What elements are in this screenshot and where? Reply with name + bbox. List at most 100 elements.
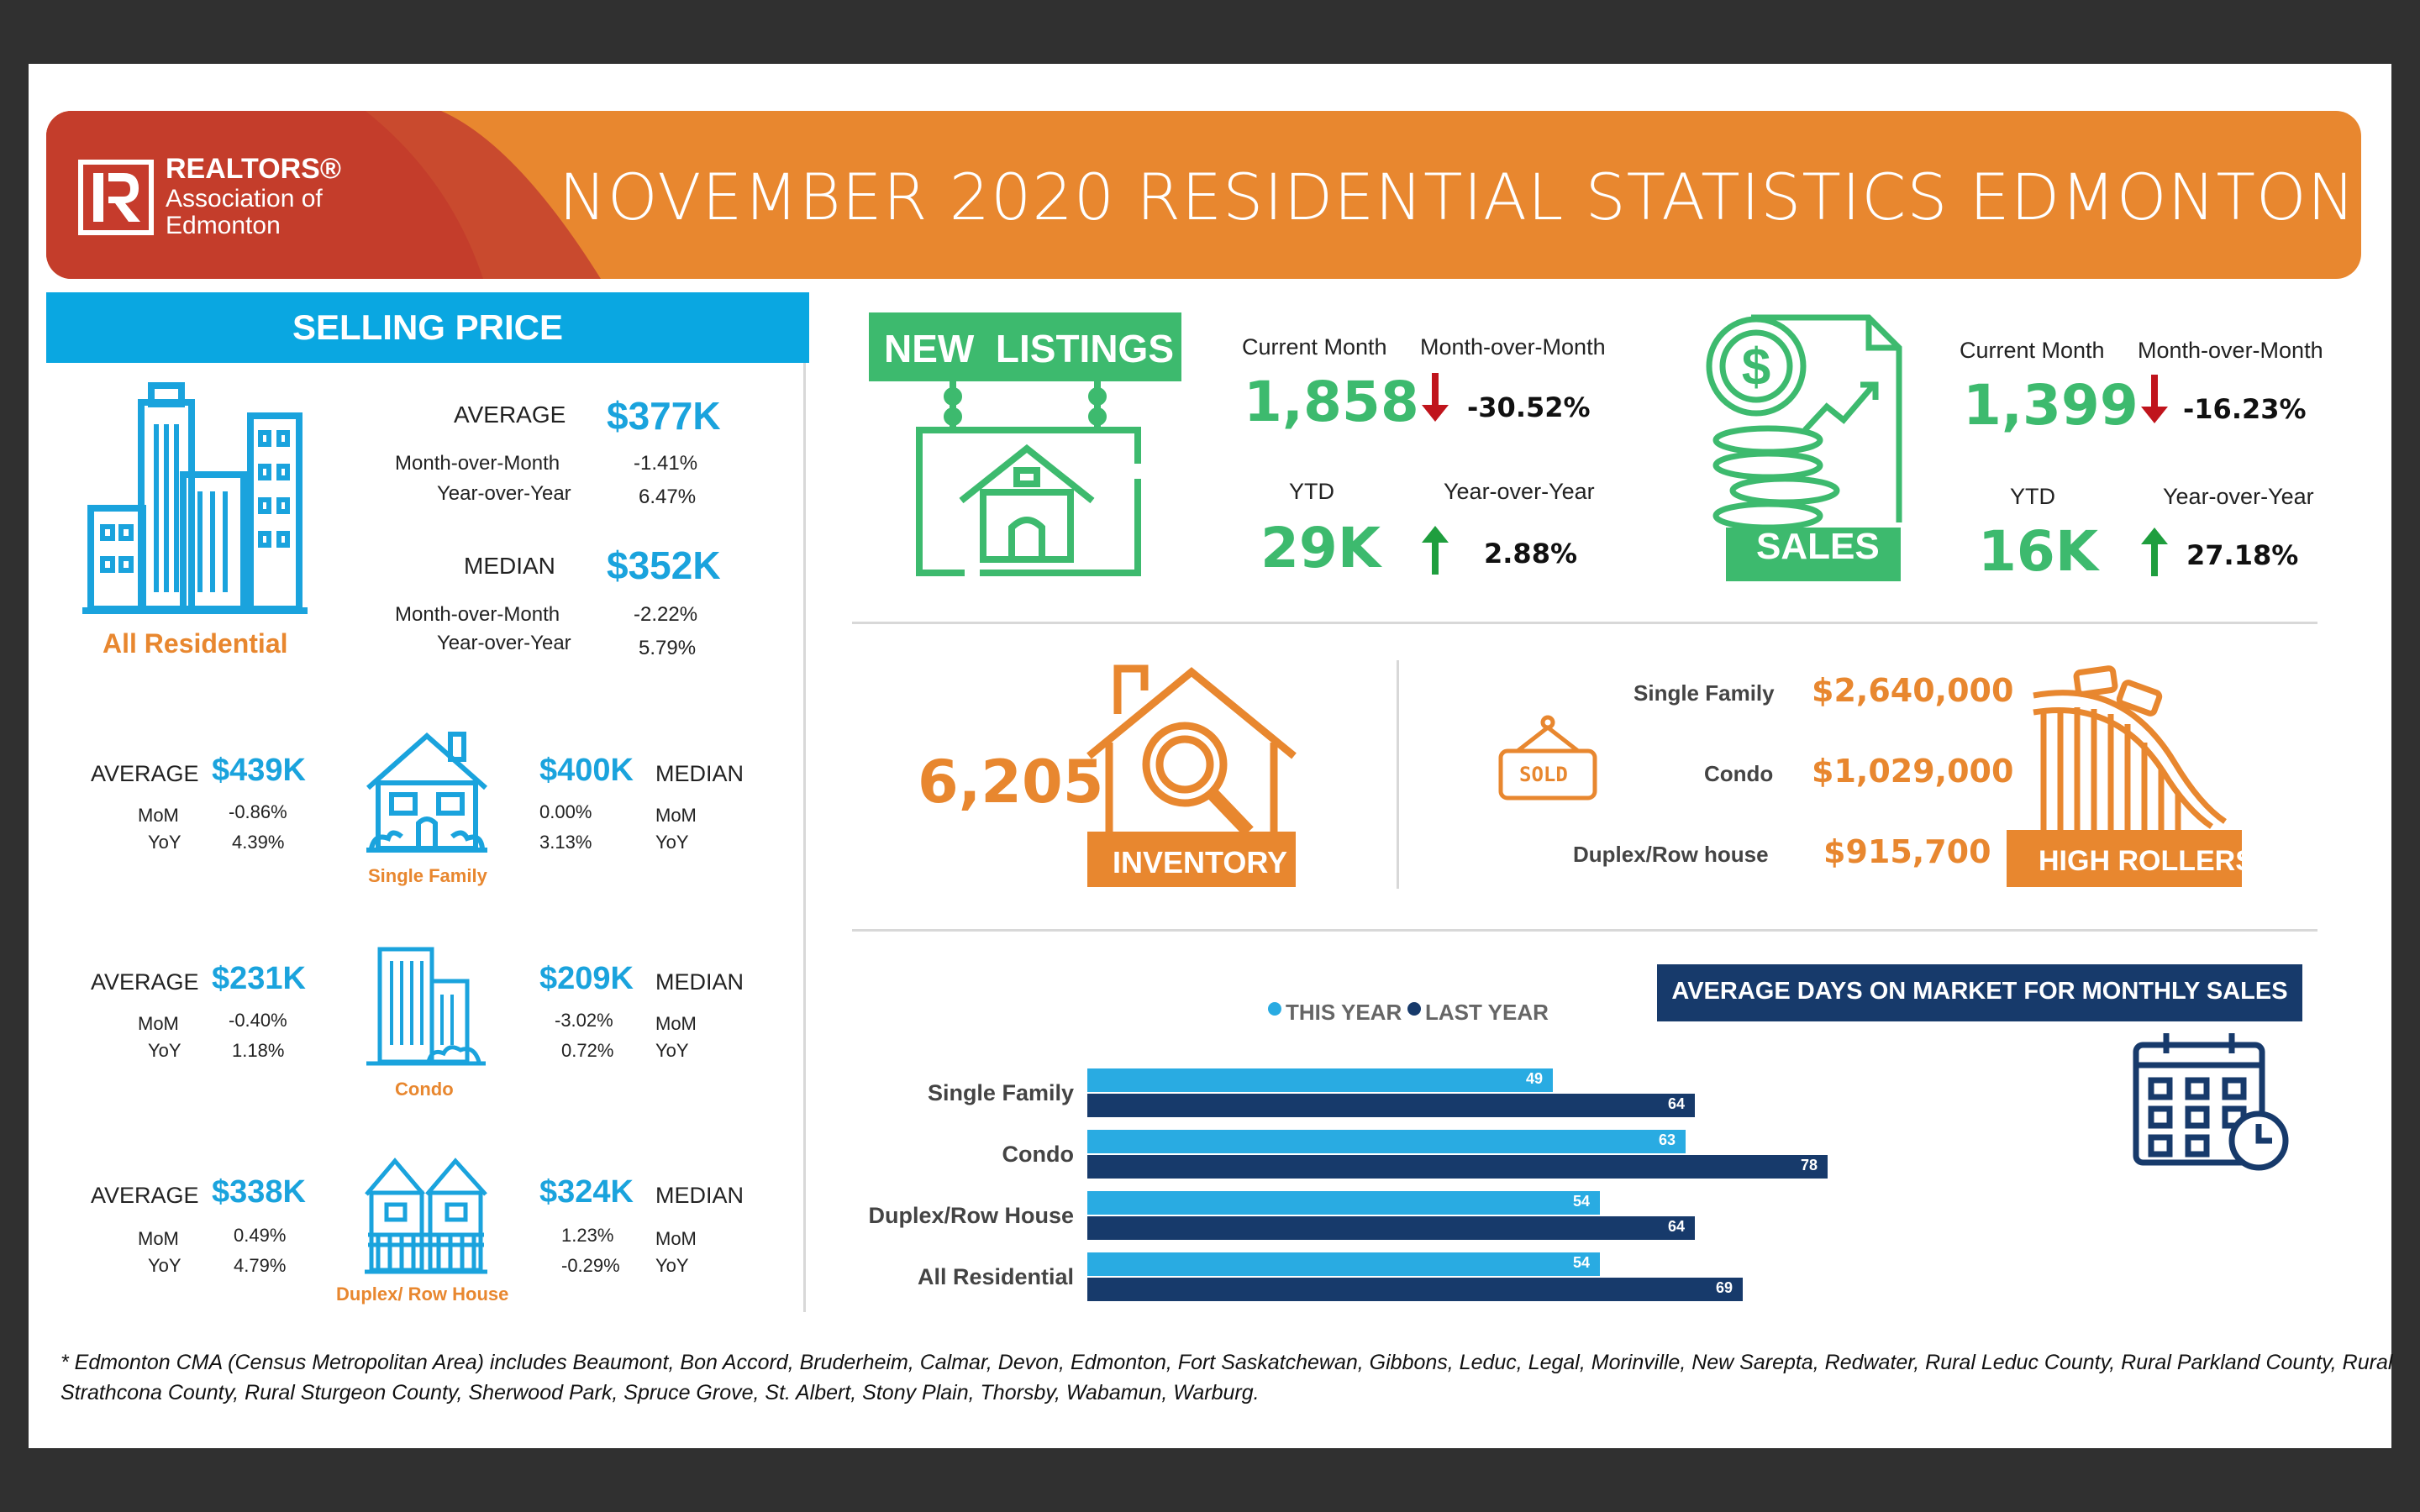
legend-this-year: THIS YEAR bbox=[1286, 1000, 1402, 1025]
nl-mom: -30.52% bbox=[1467, 391, 1591, 423]
sold-sign-text: SOLD bbox=[1519, 763, 1568, 786]
duplex-avg-yoy: 4.79% bbox=[234, 1255, 287, 1276]
sf-mom-label: MoM bbox=[138, 805, 179, 826]
section-divider bbox=[852, 622, 2317, 624]
single-family-house-icon bbox=[366, 732, 487, 853]
avg-yoy-value: 6.47% bbox=[639, 486, 697, 508]
section-divider bbox=[852, 929, 2317, 932]
bar-value-label: 63 bbox=[1658, 1131, 1676, 1148]
nl-yoy: 2.88% bbox=[1484, 538, 1578, 570]
med-yoy-label: Year-over-Year bbox=[437, 632, 571, 654]
duplex-avg-mom: 0.49% bbox=[234, 1225, 287, 1246]
avg-yoy-label: Year-over-Year bbox=[437, 482, 571, 505]
sales-money-icon: $ bbox=[1706, 314, 1902, 581]
hr-single-family-value: $2,640,000 bbox=[1812, 672, 2014, 709]
sf-avg-mom: -0.86% bbox=[229, 801, 287, 822]
condo-avg-mom: -0.40% bbox=[229, 1010, 287, 1031]
sales-mom: -16.23% bbox=[2183, 393, 2307, 425]
buildings-icon bbox=[82, 382, 308, 614]
bar-value-label: 54 bbox=[1572, 1193, 1590, 1210]
condo-median: $209K bbox=[539, 961, 634, 996]
high-rollers-label: HIGH ROLLERS bbox=[2039, 845, 2254, 877]
condo-median-label: MEDIAN bbox=[655, 969, 744, 995]
duplex-med-mom-label: MoM bbox=[655, 1228, 697, 1249]
bar-last-year: 64 bbox=[1087, 1216, 1695, 1240]
bar-value-label: 69 bbox=[1715, 1279, 1733, 1296]
chart-category-label: Condo bbox=[1002, 1142, 1074, 1167]
condo-med-mom-label: MoM bbox=[655, 1013, 697, 1034]
sf-avg-yoy: 4.39% bbox=[232, 832, 285, 853]
bar-last-year: 69 bbox=[1087, 1278, 1743, 1301]
sales-mom-label: Month-over-Month bbox=[2138, 338, 2323, 363]
condo-average-label: AVERAGE bbox=[91, 969, 199, 995]
down-arrow-icon bbox=[2141, 375, 2168, 423]
bar-value-label: 78 bbox=[1800, 1157, 1818, 1173]
selling-price-header: SELLING PRICE bbox=[46, 292, 809, 363]
condo-average: $231K bbox=[212, 961, 306, 996]
bar-value-label: 64 bbox=[1667, 1218, 1685, 1235]
bar-value-label: 54 bbox=[1572, 1254, 1590, 1271]
sf-med-mom: 0.00% bbox=[539, 801, 592, 822]
chart-category-label: Single Family bbox=[927, 1080, 1074, 1105]
new-listings-sign-icon bbox=[869, 312, 1181, 576]
duplex-mom-label: MoM bbox=[138, 1228, 179, 1249]
sales-label: SALES bbox=[1756, 526, 1880, 567]
condo-med-mom: -3.02% bbox=[555, 1010, 613, 1031]
sales-current-month-label: Current Month bbox=[1960, 338, 2105, 363]
chart-category-label: All Residential bbox=[917, 1264, 1074, 1289]
condo-mom-label: MoM bbox=[138, 1013, 179, 1034]
hr-condo-value: $1,029,000 bbox=[1812, 753, 2014, 790]
duplex-median: $324K bbox=[539, 1174, 634, 1210]
duplex-row-house-icon bbox=[365, 1158, 487, 1274]
condo-building-icon bbox=[366, 947, 486, 1066]
duplex-yoy-label: YoY bbox=[148, 1255, 182, 1276]
bar-this-year: 54 bbox=[1087, 1252, 1600, 1276]
duplex-med-yoy-label: YoY bbox=[655, 1255, 689, 1276]
sf-med-yoy-label: YoY bbox=[655, 832, 689, 853]
nl-current-month: 1,858 bbox=[1244, 370, 1419, 434]
bar-this-year: 54 bbox=[1087, 1191, 1600, 1215]
condo-avg-yoy: 1.18% bbox=[232, 1040, 285, 1061]
sales-yoy-label: Year-over-Year bbox=[2163, 484, 2314, 509]
bar-value-label: 64 bbox=[1667, 1095, 1685, 1112]
nl-yoy-label: Year-over-Year bbox=[1444, 479, 1595, 504]
sf-average: $439K bbox=[212, 753, 306, 788]
realtors-logo-icon bbox=[78, 160, 154, 235]
duplex-med-yoy: -0.29% bbox=[561, 1255, 620, 1276]
med-mom-value: -2.22% bbox=[634, 603, 698, 626]
sold-sign-icon bbox=[1498, 715, 1597, 801]
hr-duplex-value: $915,700 bbox=[1823, 833, 1991, 870]
roller-coaster-icon bbox=[2007, 665, 2242, 887]
nl-ytd-label: YTD bbox=[1289, 479, 1334, 504]
median-label: MEDIAN bbox=[464, 553, 555, 579]
footnote-line1: * Edmonton CMA (Census Metropolitan Area… bbox=[60, 1351, 2393, 1374]
inventory-house-search-icon bbox=[1086, 664, 1297, 887]
up-arrow-icon bbox=[1422, 526, 1449, 575]
sf-med-yoy: 3.13% bbox=[539, 832, 592, 853]
days-on-market-header: AVERAGE DAYS ON MARKET FOR MONTHLY SALES bbox=[1657, 964, 2302, 1021]
med-yoy-value: 5.79% bbox=[639, 637, 697, 659]
hr-duplex-label: Duplex/Row house bbox=[1573, 842, 1769, 867]
hr-single-family-label: Single Family bbox=[1634, 680, 1775, 706]
left-column-divider bbox=[803, 363, 806, 1312]
sales-ytd-label: YTD bbox=[2010, 484, 2055, 509]
sf-med-mom-label: MoM bbox=[655, 805, 697, 826]
condo-yoy-label: YoY bbox=[148, 1040, 182, 1061]
duplex-label: Duplex/ Row House bbox=[336, 1284, 509, 1305]
bar-last-year: 78 bbox=[1087, 1155, 1828, 1179]
duplex-average-label: AVERAGE bbox=[91, 1183, 199, 1208]
bar-this-year: 63 bbox=[1087, 1130, 1686, 1153]
chart-category-label: Duplex/Row House bbox=[868, 1203, 1074, 1228]
legend-this-year-dot bbox=[1268, 1002, 1281, 1016]
sf-average-label: AVERAGE bbox=[91, 761, 199, 786]
svg-text:$: $ bbox=[1742, 339, 1770, 396]
avg-mom-value: -1.41% bbox=[634, 452, 698, 475]
avg-label: AVERAGE bbox=[454, 402, 566, 428]
condo-label: Condo bbox=[395, 1079, 454, 1100]
condo-med-yoy-label: YoY bbox=[655, 1040, 689, 1061]
logo-line1: REALTORS® bbox=[166, 153, 341, 185]
inventory-value: 6,205 bbox=[918, 748, 1104, 816]
nl-ytd: 29K bbox=[1260, 516, 1381, 580]
sf-yoy-label: YoY bbox=[148, 832, 182, 853]
bar-last-year: 64 bbox=[1087, 1094, 1695, 1117]
